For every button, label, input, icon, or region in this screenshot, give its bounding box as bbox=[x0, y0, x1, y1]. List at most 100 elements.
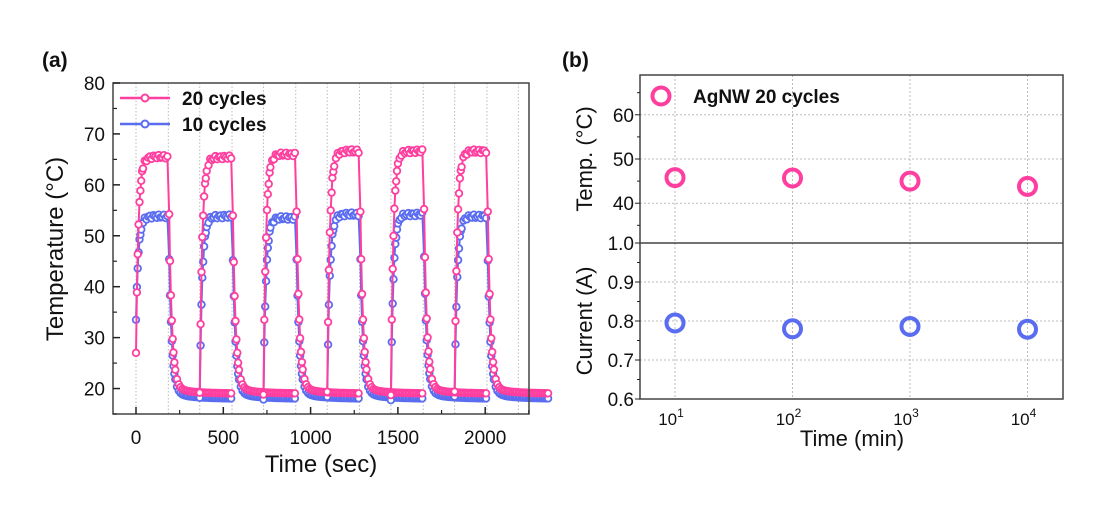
data-point bbox=[426, 365, 435, 374]
legend-marker-20-cycles bbox=[140, 93, 150, 103]
temp-data-point bbox=[782, 167, 803, 189]
data-point bbox=[488, 347, 497, 357]
y-tick-label: 40 bbox=[84, 278, 105, 299]
data-point bbox=[298, 365, 307, 374]
legend-label-20-cycles: 20 cycles bbox=[182, 89, 267, 110]
temp-data-point bbox=[899, 170, 921, 192]
data-point bbox=[484, 254, 493, 264]
data-point bbox=[233, 358, 243, 367]
data-point bbox=[453, 205, 463, 214]
current-data-point bbox=[1017, 318, 1038, 340]
data-point bbox=[266, 163, 275, 172]
panel-b: (b) 101 102 103 104 40 50 60 0.6 0.7 0.8 0.9 1.0 T… bbox=[562, 49, 1064, 451]
data-point bbox=[392, 177, 401, 186]
data-point bbox=[423, 333, 432, 342]
data-point bbox=[166, 291, 176, 300]
temp-data-point bbox=[1017, 175, 1038, 197]
data-point bbox=[292, 207, 301, 216]
x-tick-label: 2000 bbox=[464, 428, 506, 449]
series-20-cycles bbox=[131, 145, 553, 400]
panel-a-label: (a) bbox=[42, 49, 68, 72]
data-point bbox=[485, 289, 494, 299]
panel-a-x-title: Time (sec) bbox=[265, 451, 377, 478]
panel-b-y-ticks: 40 50 60 0.6 0.7 0.8 0.9 1.0 bbox=[608, 92, 640, 411]
data-point bbox=[297, 357, 307, 367]
data-point bbox=[358, 315, 368, 324]
panel-b-label: (b) bbox=[562, 49, 589, 72]
data-point bbox=[164, 209, 174, 219]
data-point bbox=[196, 320, 205, 329]
data-point bbox=[262, 205, 272, 215]
data-point bbox=[261, 277, 271, 286]
panel-a-x-ticks: 0 500 1000 1500 2000 bbox=[131, 407, 530, 449]
temp-data-point bbox=[664, 167, 686, 189]
data-point bbox=[481, 389, 491, 398]
legend-label-agnw: AgNW 20 cycles bbox=[693, 87, 840, 108]
y-tick-label: 30 bbox=[84, 329, 105, 350]
data-point bbox=[354, 389, 363, 398]
data-point bbox=[171, 365, 180, 374]
panel-b-current-y-title: Current (A) bbox=[572, 267, 597, 376]
panel-b-temp-y-title: Temp. (°C) bbox=[572, 106, 597, 211]
data-point bbox=[457, 162, 466, 172]
legend-marker-agnw bbox=[650, 85, 672, 107]
current-data-point bbox=[782, 318, 803, 340]
x-tick-label: 1500 bbox=[377, 428, 419, 449]
current-data-point bbox=[664, 312, 686, 334]
data-point bbox=[169, 348, 178, 357]
data-point bbox=[294, 289, 303, 299]
data-point bbox=[387, 315, 396, 324]
temp-y-tick-label: 50 bbox=[613, 150, 634, 171]
panel-b-legend: AgNW 20 cycles bbox=[650, 85, 840, 108]
data-point bbox=[165, 256, 175, 266]
data-point bbox=[324, 265, 334, 275]
data-point bbox=[198, 232, 207, 242]
y-tick-label: 50 bbox=[84, 227, 105, 248]
data-point bbox=[170, 358, 179, 367]
panel-a-frame bbox=[112, 82, 530, 415]
data-point bbox=[260, 315, 269, 324]
data-point bbox=[483, 207, 492, 216]
data-point bbox=[354, 148, 363, 158]
data-point bbox=[264, 179, 273, 189]
panel-b-frame bbox=[639, 74, 1064, 400]
data-point bbox=[359, 334, 369, 343]
legend-marker-10-cycles bbox=[140, 119, 150, 129]
data-point bbox=[230, 291, 239, 301]
data-point bbox=[361, 357, 370, 367]
data-point bbox=[259, 390, 268, 399]
data-point bbox=[135, 197, 144, 207]
panel-b-grid bbox=[640, 75, 1063, 399]
data-point bbox=[228, 211, 238, 220]
data-point bbox=[231, 316, 240, 326]
data-point bbox=[489, 365, 499, 374]
data-point bbox=[136, 186, 145, 195]
panel-b-x-ticks: 101 102 103 104 bbox=[658, 406, 1036, 429]
x-tick-label: 103 bbox=[893, 406, 919, 429]
data-point bbox=[138, 164, 148, 173]
data-point bbox=[451, 316, 460, 326]
data-point bbox=[199, 192, 209, 201]
y-tick-label: 60 bbox=[84, 176, 105, 197]
panel-a-y-title: Temperature (°C) bbox=[42, 157, 69, 341]
panel-b-x-title: Time (min) bbox=[800, 426, 904, 451]
data-point bbox=[295, 315, 304, 324]
data-point bbox=[453, 228, 462, 237]
data-point bbox=[422, 314, 431, 323]
x-tick-label: 101 bbox=[658, 406, 684, 429]
y-tick-label: 20 bbox=[84, 380, 105, 401]
data-point bbox=[131, 348, 141, 358]
data-point bbox=[290, 148, 300, 158]
data-point bbox=[454, 189, 464, 198]
current-y-tick-label: 0.6 bbox=[608, 390, 634, 411]
data-point bbox=[388, 264, 397, 274]
current-y-tick-label: 0.8 bbox=[608, 312, 634, 333]
panel-a: (a) 0 500 1000 1500 2000 20 30 40 50 60 70 80 Time… bbox=[42, 49, 553, 478]
current-y-tick-label: 0.9 bbox=[608, 273, 634, 294]
data-point bbox=[389, 231, 398, 241]
data-point bbox=[357, 255, 366, 264]
data-point bbox=[543, 389, 553, 398]
data-point bbox=[386, 390, 396, 400]
data-point bbox=[195, 388, 204, 397]
data-point bbox=[133, 249, 142, 259]
